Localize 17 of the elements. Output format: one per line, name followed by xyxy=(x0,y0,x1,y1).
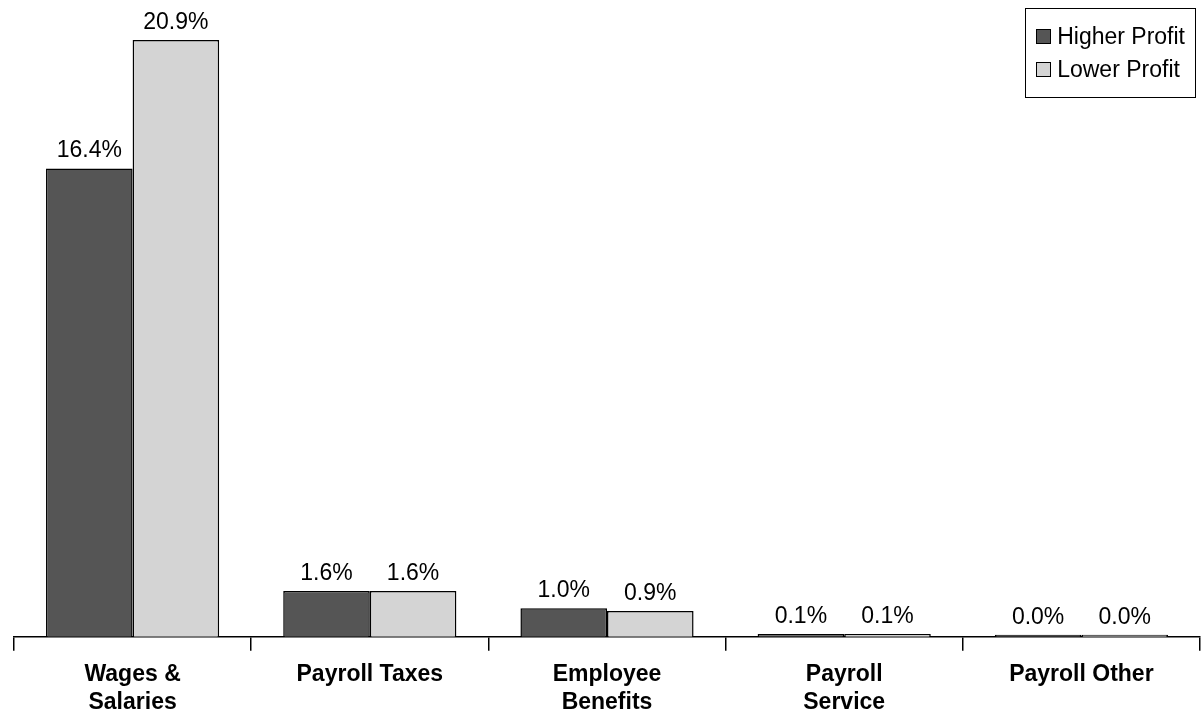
data-label: 1.6% xyxy=(386,558,440,585)
x-tick-label: Payroll Taxes xyxy=(296,659,444,686)
data-label: 0.1% xyxy=(861,601,914,628)
data-label: 0.0% xyxy=(1011,602,1065,629)
data-label: 0.0% xyxy=(1098,602,1151,629)
x-tick-label: Wages & Salaries xyxy=(84,659,181,714)
legend-label: Lower Profit xyxy=(1057,56,1180,83)
legend-label: Higher Profit xyxy=(1057,23,1185,50)
x-tick-label: Payroll Service xyxy=(803,659,886,714)
data-label: 1.0% xyxy=(537,576,590,603)
data-label: 0.9% xyxy=(624,578,677,605)
data-label: 20.9% xyxy=(143,7,209,34)
data-label: 0.1% xyxy=(774,601,828,628)
data-label: 1.6% xyxy=(300,558,353,585)
x-tick-label: Payroll Other xyxy=(1009,659,1154,686)
data-label: 16.4% xyxy=(56,136,122,163)
x-tick-label: Employee Benefits xyxy=(552,659,662,714)
